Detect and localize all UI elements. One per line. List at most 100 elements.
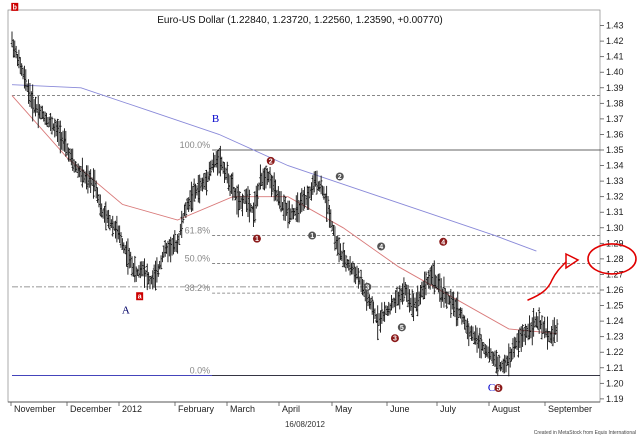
ohlc-bar — [248, 189, 251, 223]
ohlc-bar — [308, 186, 312, 199]
ohlc-bar — [392, 297, 396, 308]
ohlc-bar — [479, 334, 483, 359]
ohlc-bar — [482, 342, 486, 354]
ohlc-bar — [303, 186, 306, 209]
ohlc-bar — [319, 175, 323, 195]
ohlc-bar — [235, 185, 239, 215]
wave-marker: 2 — [266, 156, 275, 165]
ohlc-bar — [89, 169, 92, 194]
ohlc-bar — [25, 83, 29, 92]
ohlc-bar — [274, 179, 277, 201]
ohlc-bar — [206, 171, 210, 183]
ohlc-bar — [550, 326, 553, 344]
y-tick-label: 1.41 — [606, 52, 624, 62]
ohlc-bar — [521, 324, 524, 347]
ohlc-bar — [184, 201, 188, 219]
ohlc-bar — [296, 192, 299, 223]
wave-marker-circle — [397, 323, 406, 332]
ohlc-bar — [144, 269, 148, 277]
ohlc-bar — [464, 319, 468, 334]
ohlc-bar — [87, 170, 91, 188]
ohlc-bar — [241, 193, 244, 217]
ohlc-bar — [161, 251, 164, 263]
ohlc-bar — [92, 168, 95, 199]
ohlc-bar — [217, 148, 221, 174]
wave-marker-label: 1 — [310, 233, 314, 240]
ohlc-bar — [239, 196, 243, 210]
ohlc-bar — [121, 238, 124, 250]
ohlc-bar — [24, 69, 28, 91]
ohlc-bar — [190, 181, 193, 212]
ohlc-bar — [278, 191, 282, 209]
y-tick-label: 1.42 — [606, 36, 624, 46]
wave-marker-label: 3 — [365, 284, 369, 291]
ohlc-bar — [390, 294, 393, 311]
ohlc-bar — [205, 169, 208, 196]
ohlc-bar — [104, 201, 108, 231]
ohlc-bar — [13, 40, 17, 58]
ohlc-bar — [370, 296, 374, 315]
ohlc-bar — [344, 254, 348, 272]
ohlc-bar — [379, 310, 382, 333]
ohlc-bar — [152, 264, 156, 288]
ohlc-bar — [100, 203, 103, 218]
ohlc-bar — [158, 260, 161, 270]
ohlc-bar — [471, 326, 475, 341]
wave-marker-circle — [252, 234, 261, 243]
ohlc-bar — [159, 255, 163, 270]
ohlc-bar — [383, 301, 386, 322]
date-label: 16/08/2012 — [285, 420, 326, 429]
wave-marker: 1 — [252, 234, 261, 243]
ohlc-bar — [86, 165, 90, 194]
ohlc-bar — [352, 263, 356, 283]
ohlc-bar — [354, 267, 357, 285]
ohlc-bar — [150, 276, 153, 285]
ohlc-bar — [413, 297, 417, 308]
ohlc-bar — [103, 205, 106, 223]
ohlc-bar — [310, 182, 313, 201]
wave-marker: 5 — [494, 384, 503, 393]
ohlc-bar — [85, 165, 88, 190]
ohlc-bar — [332, 225, 335, 236]
fib-label: 61.8% — [185, 226, 211, 236]
ohlc-bar — [220, 156, 224, 171]
ohlc-bar — [101, 209, 105, 219]
ohlc-bar — [81, 157, 84, 188]
annotation-arrow-head — [565, 252, 580, 270]
ohlc-bar — [74, 161, 77, 172]
x-tick-label: July — [440, 404, 457, 414]
ohlc-bar — [395, 287, 399, 306]
ohlc-bar — [507, 343, 511, 377]
wave-marker-circle — [390, 334, 399, 343]
ohlc-bar — [271, 175, 275, 193]
ohlc-bar — [57, 120, 61, 146]
ohlc-bar — [500, 360, 504, 371]
wave-marker-circle — [335, 172, 344, 181]
red-square-marker: b — [11, 2, 19, 11]
chart-title: Euro-US Dollar (1.22840, 1.23720, 1.2256… — [157, 15, 442, 26]
ohlc-bar — [461, 314, 465, 323]
ohlc-bar — [128, 247, 131, 269]
ohlc-bar — [148, 275, 152, 290]
ohlc-bar — [108, 214, 112, 231]
ohlc-bar — [468, 326, 472, 337]
ohlc-bar — [279, 191, 283, 213]
annotation-arrow-shaft — [527, 261, 567, 301]
ohlc-bar — [282, 194, 286, 221]
ohlc-bar — [329, 209, 333, 228]
ohlc-bar — [253, 191, 257, 223]
ohlc-bar — [82, 169, 86, 183]
ohlc-bar — [415, 292, 418, 312]
ohlc-bar — [343, 250, 346, 268]
wave-marker-circle — [308, 231, 317, 240]
ohlc-bar — [535, 312, 538, 328]
y-tick-label: 1.26 — [606, 285, 624, 295]
x-tick-label: April — [282, 404, 300, 414]
ohlc-bar — [132, 262, 135, 277]
ohlc-bar — [139, 261, 142, 279]
wave-marker: 3 — [390, 334, 399, 343]
red-square-label: a — [138, 294, 142, 301]
ohlc-bar — [340, 250, 344, 261]
ohlc-bar — [63, 128, 66, 152]
ohlc-bar — [246, 186, 250, 217]
